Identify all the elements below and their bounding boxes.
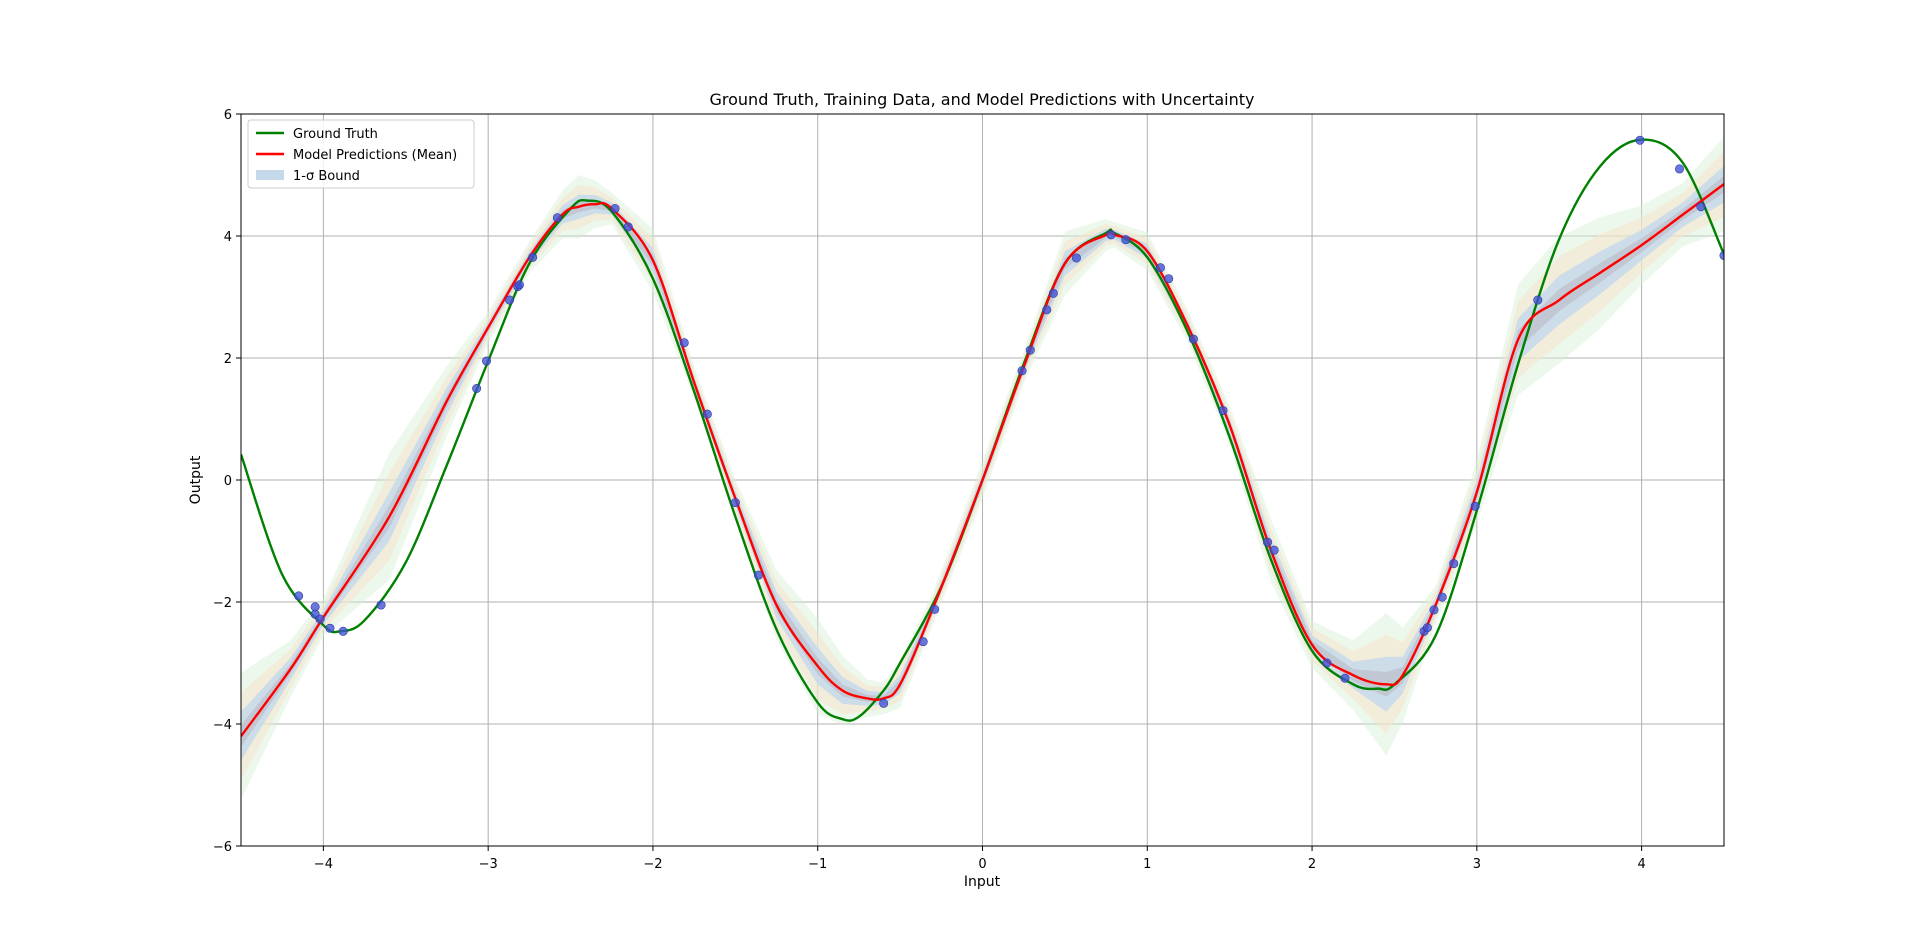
- y-tick-label-1: −4: [213, 718, 232, 733]
- training-point-20: [879, 698, 889, 708]
- training-point-33: [1218, 405, 1228, 415]
- training-point-43: [1470, 501, 1480, 511]
- x-tick-label-8: 4: [1637, 857, 1645, 872]
- training-point-9: [505, 295, 515, 305]
- x-tick-label-7: 3: [1473, 857, 1481, 872]
- training-point-18: [730, 498, 740, 508]
- y-tick-label-6: 6: [224, 108, 232, 123]
- legend-label-2: 1-σ Bound: [293, 169, 360, 184]
- training-point-42: [1449, 559, 1459, 569]
- training-point-25: [1042, 305, 1052, 315]
- sigma-band-layer: [241, 136, 1724, 800]
- training-point-31: [1164, 274, 1174, 284]
- training-point-11: [514, 280, 524, 290]
- training-point-34: [1263, 537, 1273, 547]
- x-axis-label: Input: [964, 874, 1001, 890]
- legend-swatch-2: [256, 170, 284, 180]
- training-points-layer: [294, 135, 1724, 708]
- y-tick-label-2: −2: [213, 596, 232, 611]
- x-tick-label-3: −1: [808, 857, 827, 872]
- training-point-36: [1322, 658, 1332, 668]
- training-point-17: [702, 409, 712, 419]
- training-point-44: [1533, 295, 1543, 305]
- training-point-41: [1437, 592, 1447, 602]
- training-point-8: [482, 356, 492, 366]
- training-point-24: [1025, 345, 1035, 355]
- x-tick-label-6: 2: [1308, 857, 1316, 872]
- training-point-7: [472, 383, 482, 393]
- y-tick-label-4: 2: [224, 352, 232, 367]
- training-point-12: [528, 252, 538, 262]
- axis-ticks: −4 −3 −2 −1 0 1 2 3 4 −6 −4 −2 0 2 4 6: [213, 108, 1646, 872]
- training-point-45: [1635, 135, 1645, 145]
- y-axis-label: Output: [188, 455, 204, 504]
- y-tick-label-3: 0: [224, 474, 232, 489]
- training-point-40: [1429, 605, 1439, 615]
- x-tick-label-5: 1: [1143, 857, 1151, 872]
- training-point-39: [1422, 623, 1432, 633]
- legend-label-0: Ground Truth: [293, 127, 378, 142]
- training-point-47: [1696, 202, 1706, 212]
- training-point-3: [315, 614, 325, 624]
- training-point-5: [338, 626, 348, 636]
- legend: Ground Truth Model Predictions (Mean) 1-σ …: [247, 119, 475, 189]
- training-point-19: [753, 570, 763, 580]
- training-point-32: [1188, 334, 1198, 344]
- legend-label-1: Model Predictions (Mean): [293, 148, 457, 163]
- chart-title: Ground Truth, Training Data, and Model P…: [710, 90, 1255, 109]
- training-point-14: [610, 204, 620, 214]
- legend-box: [247, 119, 475, 189]
- training-point-22: [930, 604, 940, 614]
- x-tick-label-4: 0: [978, 857, 986, 872]
- training-point-46: [1675, 164, 1685, 174]
- training-point-29: [1121, 235, 1131, 245]
- y-tick-label-0: −6: [213, 840, 232, 855]
- training-point-6: [376, 600, 386, 610]
- training-point-13: [552, 213, 562, 223]
- training-point-37: [1340, 673, 1350, 683]
- training-point-4: [325, 623, 335, 633]
- y-tick-label-5: 4: [224, 230, 232, 245]
- training-point-30: [1155, 263, 1165, 273]
- training-point-48: [1719, 251, 1724, 261]
- training-point-28: [1106, 230, 1116, 240]
- training-point-27: [1071, 253, 1081, 263]
- training-point-15: [623, 222, 633, 232]
- training-point-23: [1017, 366, 1027, 376]
- x-tick-label-0: −4: [314, 857, 333, 872]
- training-point-16: [679, 338, 689, 348]
- training-point-21: [918, 637, 928, 647]
- model-mean-line: [241, 183, 1724, 737]
- training-point-35: [1269, 545, 1279, 555]
- training-point-0: [294, 591, 304, 601]
- training-point-26: [1048, 288, 1058, 298]
- x-tick-label-2: −2: [643, 857, 662, 872]
- x-tick-label-1: −3: [479, 857, 498, 872]
